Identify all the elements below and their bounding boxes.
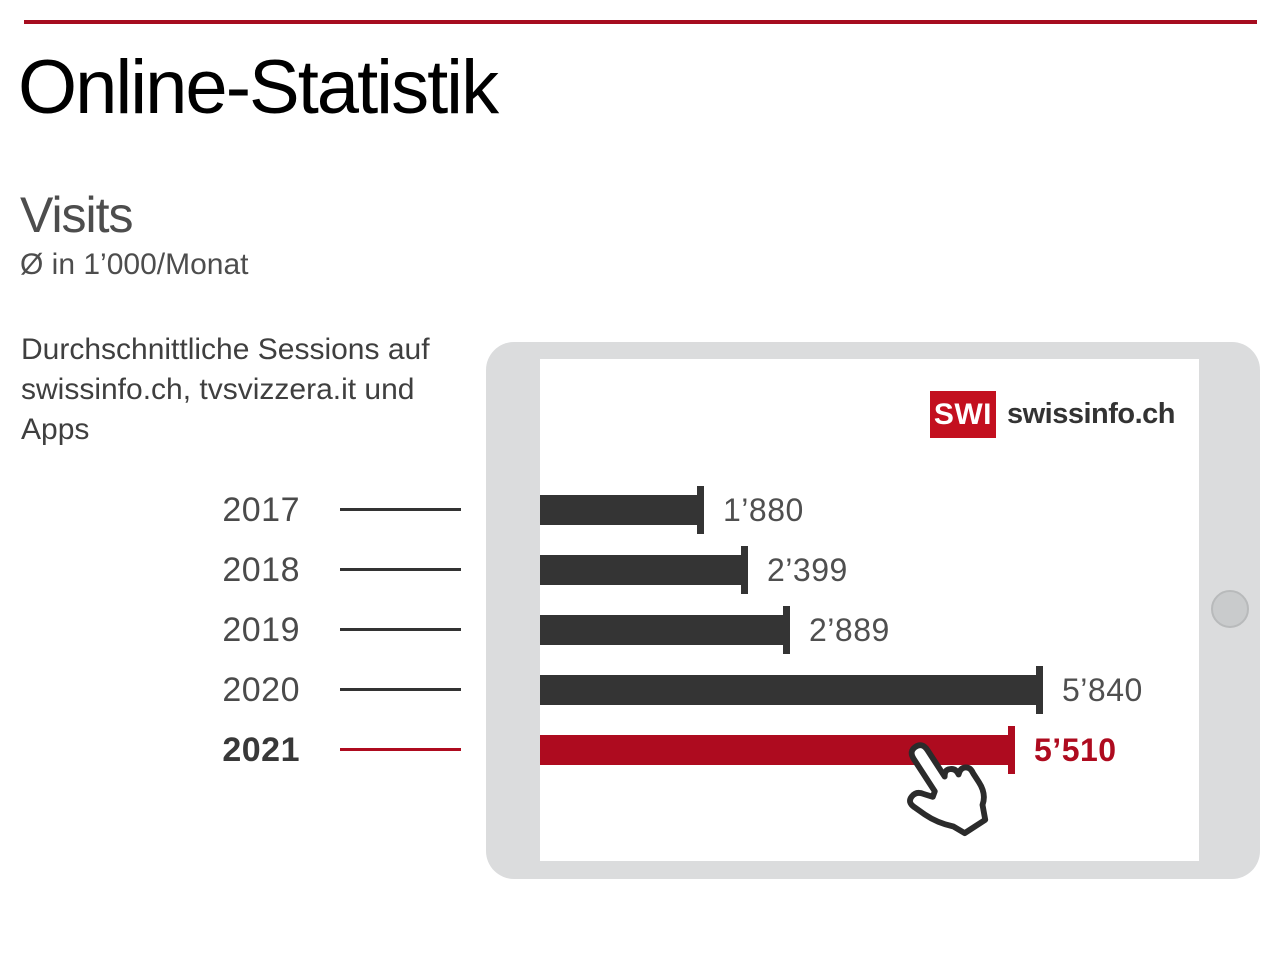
year-connector-2020 bbox=[340, 688, 461, 691]
year-connector-2021 bbox=[340, 748, 461, 751]
bar[interactable] bbox=[540, 555, 745, 585]
year-label-2018: 2018 bbox=[222, 551, 300, 589]
year-label-2021: 2021 bbox=[222, 731, 300, 769]
tablet-frame: SWI swissinfo.ch bbox=[486, 342, 1260, 879]
swi-logo-box: SWI bbox=[929, 391, 996, 438]
bar-whisker bbox=[741, 546, 748, 594]
chart-title: Visits bbox=[20, 187, 134, 243]
value-label-2020: 5’840 bbox=[1062, 672, 1143, 708]
bar[interactable] bbox=[540, 675, 1040, 705]
home-button-icon bbox=[1211, 590, 1249, 628]
top-accent-rule bbox=[24, 20, 1257, 24]
chart-description: Durchschnittliche Sessions auf swissinfo… bbox=[21, 333, 430, 446]
year-label-2017: 2017 bbox=[222, 491, 300, 529]
bar[interactable] bbox=[540, 615, 787, 645]
year-label-2019: 2019 bbox=[222, 611, 300, 649]
tablet-screen: SWI swissinfo.ch bbox=[540, 359, 1199, 861]
page-title: Online-Statistik bbox=[18, 45, 499, 130]
year-connector-2019 bbox=[340, 628, 461, 631]
year-label-2020: 2020 bbox=[222, 671, 300, 709]
chart-unit: Ø in 1’000/Monat bbox=[20, 248, 249, 281]
bar-whisker bbox=[697, 486, 704, 534]
bar-whisker bbox=[783, 606, 790, 654]
year-connector-2018 bbox=[340, 568, 461, 571]
value-label-2017: 1’880 bbox=[723, 492, 804, 528]
swissinfo-logo-text: swissinfo.ch bbox=[1006, 398, 1176, 430]
bar[interactable] bbox=[540, 495, 701, 525]
swissinfo-logo: SWI swissinfo.ch bbox=[929, 391, 1176, 438]
value-label-2018: 2’399 bbox=[767, 552, 848, 588]
value-label-2019: 2’889 bbox=[809, 612, 890, 648]
hand-pointer-icon bbox=[907, 742, 989, 837]
bar-whisker bbox=[1008, 726, 1015, 774]
year-connector-2017 bbox=[340, 508, 461, 511]
bar-whisker bbox=[1036, 666, 1043, 714]
value-label-2021: 5’510 bbox=[1034, 732, 1117, 768]
